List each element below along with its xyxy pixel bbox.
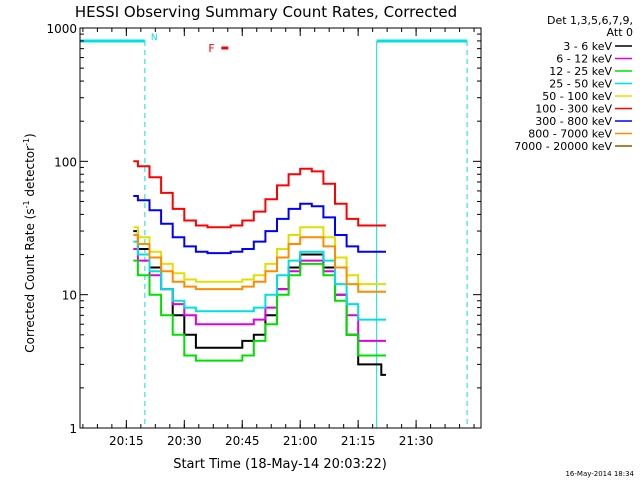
- legend-label-0: 3 - 6 keV: [563, 40, 612, 53]
- series-line-0: [133, 230, 386, 376]
- legend-label-6: 300 - 800 keV: [535, 115, 612, 128]
- flare-marker-label: F: [208, 42, 214, 55]
- y-tick-label-0: 1000: [46, 22, 77, 36]
- y-tick-label-1: 100: [54, 155, 77, 169]
- legend-label-8: 7000 - 20000 keV: [514, 140, 612, 153]
- axis-ticks: 1000 100 10 1 20:15 20:30 20:45 21:00 21:15 21:30: [46, 22, 481, 448]
- legend-header-detectors: Det 1,3,5,6,7,9,: [547, 14, 633, 27]
- x-tick-label-2: 20:45: [225, 434, 260, 448]
- legend-label-4: 50 - 100 keV: [542, 90, 612, 103]
- series-line-2: [133, 259, 386, 362]
- x-tick-label-5: 21:30: [399, 434, 434, 448]
- series-line-1: [133, 248, 386, 342]
- series-lines: [133, 160, 386, 376]
- legend-label-2: 12 - 25 keV: [549, 65, 612, 78]
- y-axis-label: Corrected Count Rate (s-1 detector-1): [22, 133, 37, 352]
- x-tick-label-4: 21:15: [341, 434, 376, 448]
- series-line-5: [133, 160, 386, 229]
- legend-label-3: 25 - 50 keV: [549, 78, 612, 91]
- series-line-7: [133, 234, 386, 293]
- y-tick-label-3: 1: [69, 422, 77, 436]
- x-axis-label: Start Time (18-May-14 20:03:22): [173, 457, 387, 472]
- plot-frame: [79, 27, 482, 429]
- x-tick-label-1: 20:30: [167, 434, 202, 448]
- generation-timestamp: 16-May-2014 18:34: [565, 470, 634, 478]
- series-line-6: [133, 195, 386, 255]
- legend-label-7: 800 - 7000 keV: [528, 128, 612, 141]
- legend-label-1: 6 - 12 keV: [556, 53, 612, 66]
- x-tick-label-3: 21:00: [283, 434, 318, 448]
- chart-title: HESSI Observing Summary Count Rates, Cor…: [75, 3, 457, 21]
- x-tick-label-0: 20:15: [109, 434, 144, 448]
- series-line-4: [133, 226, 386, 286]
- series-line-3: [133, 240, 386, 321]
- legend-label-5: 100 - 300 keV: [535, 103, 612, 116]
- legend-header-attenuator: Att 0: [607, 26, 633, 39]
- y-tick-label-2: 10: [62, 289, 77, 303]
- night-marker-label: N: [151, 33, 158, 43]
